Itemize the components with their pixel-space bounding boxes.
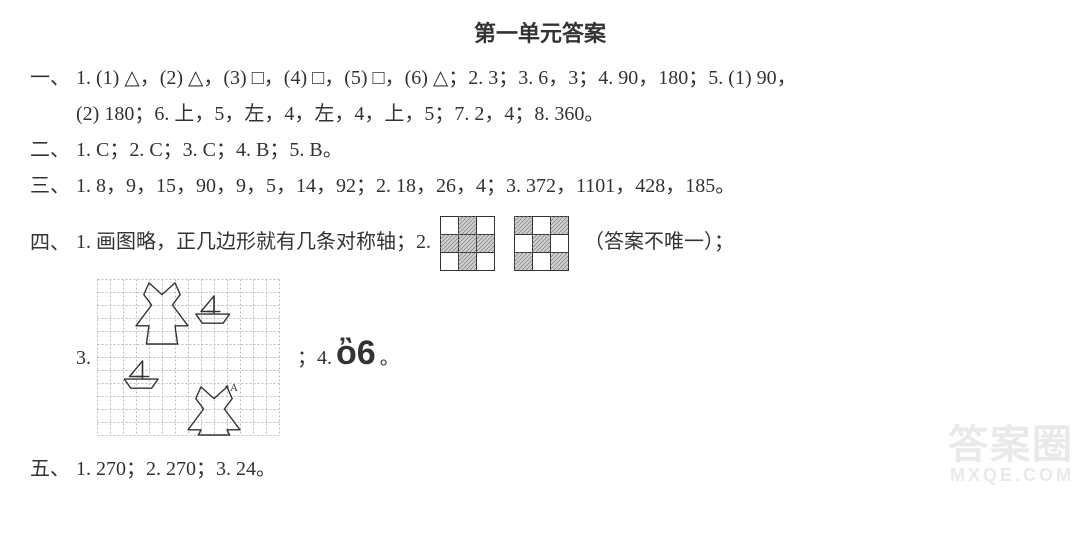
section-4: 四、 1. 画图略，正几边形就有几条对称轴；2. （答案不唯一）； [30, 216, 1050, 271]
section-2-number: 二、 [30, 132, 76, 168]
big-grid-figure: A [97, 279, 291, 437]
section-4-number: 四、 [30, 225, 76, 261]
section-4-body: 1. 画图略，正几边形就有几条对称轴；2. （答案不唯一）； [76, 216, 1050, 271]
svg-text:A: A [230, 381, 238, 393]
section-4-item3-suffix: ；4. [297, 340, 332, 376]
section-3: 三、 1. 8，9，15，90，9，5，14，92；2. 18，26，4；3. … [30, 168, 1050, 204]
section-4-item4-suffix: 。 [380, 340, 400, 376]
section-4-item3-prefix: 3. [76, 340, 91, 376]
section-5-number: 五、 [30, 451, 76, 487]
section-1-number: 一、 [30, 60, 76, 96]
grid-figure-2 [514, 216, 569, 271]
grid-figure-1 [440, 216, 495, 271]
section-3-body: 1. 8，9，15，90，9，5，14，92；2. 18，26，4；3. 372… [76, 168, 1050, 204]
section-4-cont: 3. A ；4. ὂ6 。 [30, 279, 1050, 437]
section-1: 一、 1. (1) △，(2) △，(3) □，(4) □，(5) □，(6) … [30, 60, 1050, 96]
section-4-text-1: 1. 画图略，正几边形就有几条对称轴；2. [76, 231, 436, 253]
section-4-text-2: （答案不唯一）； [584, 231, 734, 253]
section-1-cont: (2) 180；6. 上，5，左，4，左，4，上，5；7. 2，4；8. 360… [30, 96, 1050, 132]
section-1-body: 1. (1) △，(2) △，(3) □，(4) □，(5) □，(6) △；2… [76, 60, 1050, 96]
section-5: 五、 1. 270；2. 270；3. 24。 [30, 451, 1050, 487]
page-title: 第一单元答案 [30, 14, 1050, 54]
section-2-body: 1. C；2. C；3. C；4. B；5. B。 [76, 132, 1050, 168]
glyph-figure: ὂ6 [336, 323, 376, 384]
section-2: 二、 1. C；2. C；3. C；4. B；5. B。 [30, 132, 1050, 168]
section-3-number: 三、 [30, 168, 76, 204]
section-5-body: 1. 270；2. 270；3. 24。 [76, 451, 1050, 487]
